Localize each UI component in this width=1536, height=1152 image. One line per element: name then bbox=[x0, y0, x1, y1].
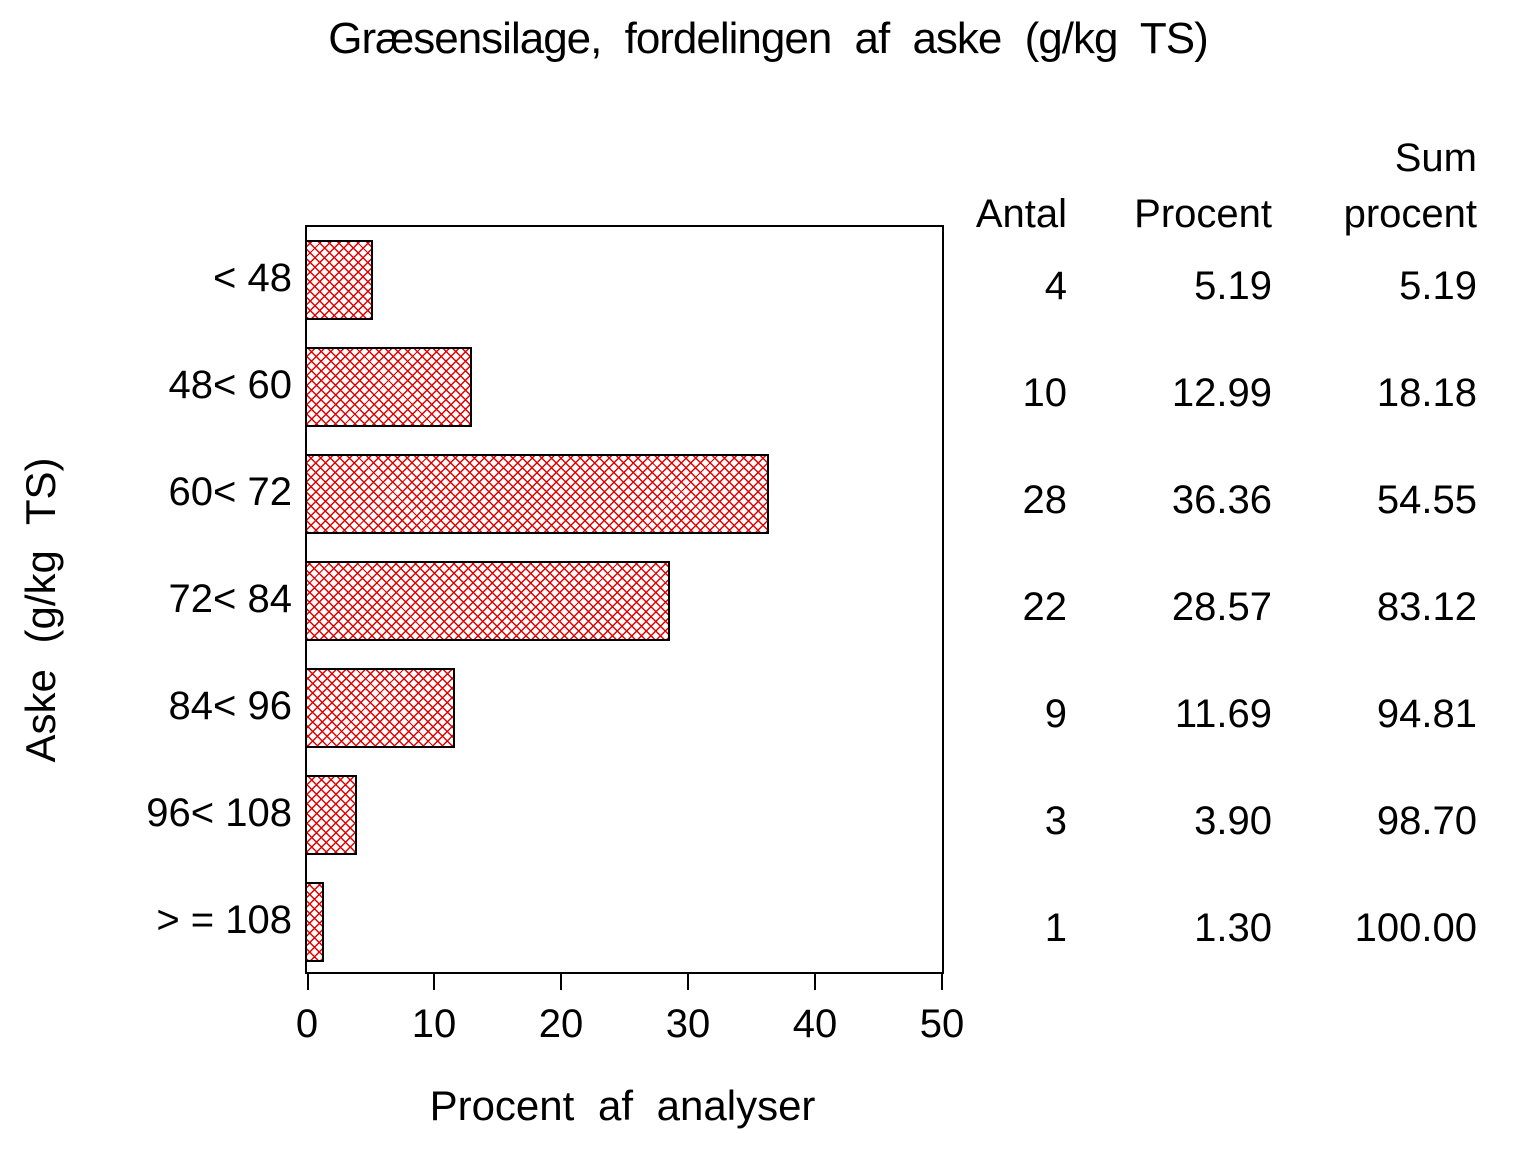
x-tick bbox=[560, 974, 562, 990]
table-cell-procent: 5.19 bbox=[1194, 264, 1272, 308]
bar-48<60 bbox=[307, 347, 472, 427]
category-label: 48< 60 bbox=[168, 363, 292, 407]
table-cell-procent: 11.69 bbox=[1174, 692, 1272, 736]
table-cell-procent: 12.99 bbox=[1171, 371, 1272, 415]
x-tick-label: 0 bbox=[295, 1002, 319, 1046]
x-tick bbox=[941, 974, 943, 990]
table-cell-procent: 28.57 bbox=[1171, 585, 1272, 629]
table-cell-antal: 1 bbox=[1044, 906, 1067, 950]
plot-area: 0 10 20 30 40 50 bbox=[296, 225, 964, 1046]
category-label: 96< 108 bbox=[146, 791, 292, 835]
x-tick-label: 10 bbox=[411, 1002, 457, 1046]
x-tick-label: 30 bbox=[665, 1002, 711, 1046]
table-cell-sum: 94.81 bbox=[1376, 692, 1477, 736]
category-label: 60< 72 bbox=[168, 470, 292, 514]
bar-84<96 bbox=[307, 668, 455, 748]
table-cell-procent: 1.30 bbox=[1194, 906, 1272, 950]
bar-<48 bbox=[307, 240, 373, 320]
chart-title: Græsensilage, fordelingen af aske (g/kg … bbox=[328, 14, 1209, 63]
table-header-antal: Antal bbox=[975, 192, 1067, 236]
category-label: < 48 bbox=[213, 256, 292, 300]
bar-72<84 bbox=[307, 561, 670, 641]
category-label: 84< 96 bbox=[168, 684, 292, 728]
table-cell-procent: 3.90 bbox=[1194, 799, 1272, 843]
table-cell-sum: 83.12 bbox=[1376, 585, 1477, 629]
table-cell-sum: 98.70 bbox=[1376, 799, 1477, 843]
bar->=108 bbox=[307, 882, 324, 962]
table-header-sum-line2: procent bbox=[1343, 192, 1477, 236]
table-cell-procent: 36.36 bbox=[1171, 478, 1272, 522]
category-label: > = 108 bbox=[156, 898, 292, 942]
x-tick bbox=[814, 974, 816, 990]
x-tick bbox=[433, 974, 435, 990]
table-cell-antal: 9 bbox=[1044, 692, 1067, 736]
category-label: 72< 84 bbox=[168, 577, 292, 621]
x-tick-label: 50 bbox=[919, 1002, 965, 1046]
table-cell-sum: 54.55 bbox=[1376, 478, 1477, 522]
bar-60<72 bbox=[307, 454, 769, 534]
x-tick bbox=[687, 974, 689, 990]
x-tick bbox=[307, 974, 309, 990]
table-cell-antal: 22 bbox=[1022, 585, 1068, 629]
x-tick-label: 20 bbox=[538, 1002, 584, 1046]
table-cell-antal: 28 bbox=[1022, 478, 1068, 522]
table-cell-sum: 5.19 bbox=[1399, 264, 1477, 308]
table-header-sum-line1: Sum bbox=[1394, 136, 1477, 180]
table-cell-sum: 18.18 bbox=[1376, 371, 1477, 415]
x-tick-label: 40 bbox=[792, 1002, 838, 1046]
table-header-procent: Procent bbox=[1134, 192, 1272, 236]
x-axis-label: Procent af analyser bbox=[429, 1082, 816, 1129]
table-cell-antal: 3 bbox=[1044, 799, 1067, 843]
table-cell-antal: 4 bbox=[1044, 264, 1067, 308]
bar-96<108 bbox=[307, 775, 357, 855]
table-cell-sum: 100.00 bbox=[1354, 906, 1477, 950]
table-cell-antal: 10 bbox=[1022, 371, 1068, 415]
